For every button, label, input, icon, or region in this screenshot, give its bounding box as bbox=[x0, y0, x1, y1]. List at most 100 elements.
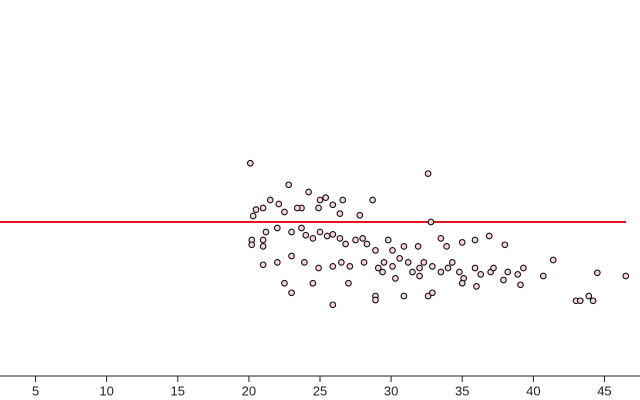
point bbox=[514, 271, 522, 278]
point bbox=[477, 271, 485, 278]
point bbox=[288, 228, 295, 236]
point bbox=[315, 204, 322, 212]
point bbox=[372, 247, 379, 254]
point bbox=[309, 279, 317, 287]
point bbox=[281, 208, 288, 216]
point bbox=[384, 236, 392, 244]
point bbox=[424, 170, 432, 177]
x-tick-label: 5 bbox=[32, 383, 39, 398]
point bbox=[504, 268, 512, 276]
point bbox=[589, 297, 597, 305]
x-tick-label: 40 bbox=[526, 383, 540, 398]
point bbox=[400, 243, 408, 250]
point bbox=[404, 259, 412, 266]
point bbox=[315, 264, 322, 272]
point bbox=[275, 200, 283, 208]
point bbox=[372, 296, 379, 304]
point bbox=[389, 247, 396, 254]
point bbox=[259, 204, 267, 212]
point bbox=[443, 243, 450, 250]
x-tick-label: 30 bbox=[384, 383, 398, 398]
point bbox=[252, 206, 260, 213]
point bbox=[369, 196, 376, 204]
x-tick-label: 35 bbox=[455, 383, 469, 398]
point bbox=[471, 264, 479, 272]
point bbox=[549, 256, 557, 264]
point bbox=[389, 263, 396, 270]
point bbox=[444, 264, 452, 272]
x-tick-label: 25 bbox=[313, 383, 327, 398]
point bbox=[323, 232, 331, 240]
point bbox=[456, 268, 463, 276]
point bbox=[288, 252, 295, 260]
point bbox=[429, 289, 436, 297]
point bbox=[262, 228, 270, 236]
point bbox=[485, 232, 493, 240]
point bbox=[448, 259, 456, 266]
point bbox=[329, 263, 337, 270]
point bbox=[316, 196, 324, 204]
point bbox=[336, 235, 344, 242]
point bbox=[409, 268, 416, 276]
point bbox=[622, 272, 630, 280]
point bbox=[266, 196, 274, 204]
point bbox=[288, 289, 295, 297]
point bbox=[427, 218, 435, 226]
point bbox=[342, 240, 349, 248]
point bbox=[473, 283, 480, 290]
point bbox=[539, 272, 547, 280]
point bbox=[396, 255, 403, 262]
point bbox=[322, 194, 330, 201]
point bbox=[392, 275, 399, 282]
point bbox=[593, 269, 601, 277]
point bbox=[316, 228, 324, 236]
point bbox=[400, 292, 408, 300]
point bbox=[414, 243, 422, 250]
point bbox=[281, 279, 288, 287]
x-tick-label: 20 bbox=[242, 383, 256, 398]
point bbox=[305, 188, 312, 196]
x-tick-label: 45 bbox=[597, 383, 611, 398]
point bbox=[520, 264, 527, 272]
point bbox=[429, 263, 436, 270]
point bbox=[298, 224, 305, 232]
point bbox=[500, 276, 507, 284]
point bbox=[339, 196, 347, 204]
point bbox=[302, 231, 310, 239]
point bbox=[273, 224, 281, 232]
point bbox=[437, 235, 445, 242]
point bbox=[336, 210, 344, 217]
point bbox=[576, 297, 584, 305]
point bbox=[458, 239, 466, 246]
point bbox=[363, 240, 371, 248]
point bbox=[273, 259, 281, 266]
point bbox=[329, 201, 337, 209]
point bbox=[329, 231, 337, 238]
point bbox=[437, 268, 445, 276]
point bbox=[359, 235, 367, 242]
point bbox=[248, 241, 256, 249]
point bbox=[585, 292, 593, 300]
point bbox=[329, 301, 337, 309]
point bbox=[416, 272, 423, 280]
point bbox=[259, 243, 267, 250]
point bbox=[458, 279, 466, 287]
point bbox=[374, 264, 382, 272]
x-tick-label: 15 bbox=[171, 383, 185, 398]
point bbox=[259, 261, 267, 269]
x-tick-label: 10 bbox=[99, 383, 113, 398]
point bbox=[246, 159, 254, 167]
point bbox=[471, 236, 479, 244]
point bbox=[420, 259, 428, 266]
point bbox=[337, 259, 345, 266]
point bbox=[501, 241, 509, 249]
point bbox=[416, 264, 423, 272]
point bbox=[380, 259, 388, 266]
point bbox=[285, 181, 293, 189]
point bbox=[309, 235, 317, 242]
point bbox=[301, 259, 308, 266]
point bbox=[249, 212, 257, 220]
point bbox=[293, 204, 301, 212]
